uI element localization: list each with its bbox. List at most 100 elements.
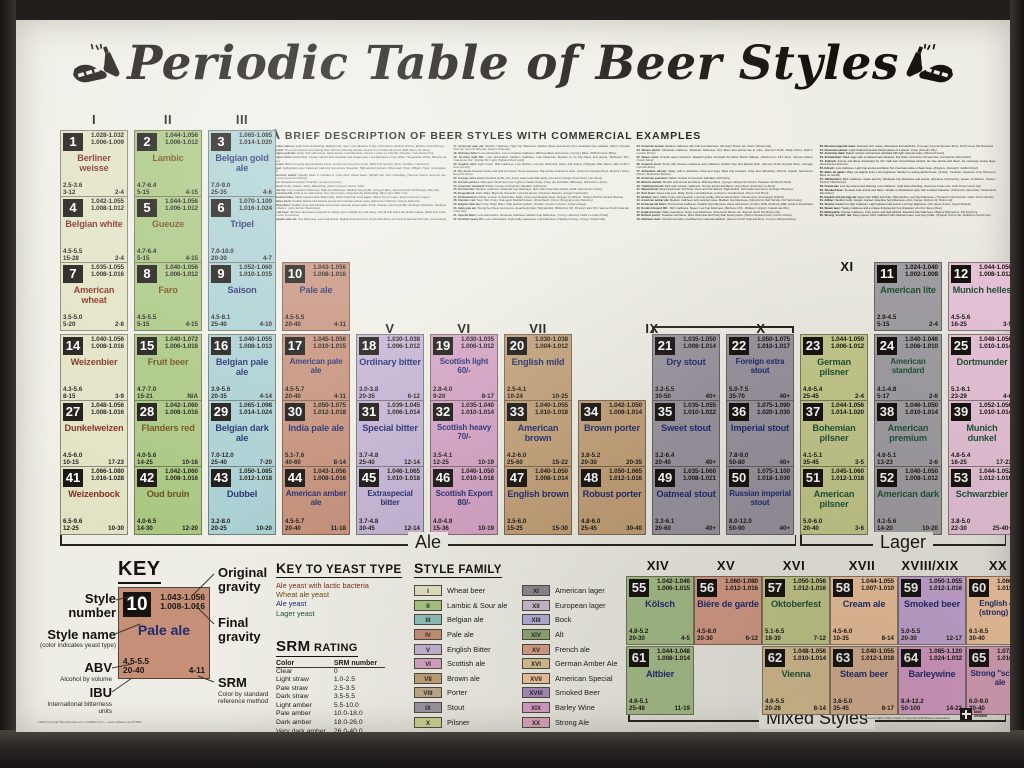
- style-family-row-VII[interactable]: VII Brown ale: [414, 671, 518, 686]
- style-family-row-XII[interactable]: XII European lager: [522, 598, 626, 613]
- element-tile-36[interactable]: 36 1.075-1.090 1.020-1.030 Imperial stout 7.…: [726, 400, 794, 469]
- element-tile-58[interactable]: 58 1.044-1.055 1.007-1.010 Cream ale 4.5-6.0…: [830, 576, 898, 645]
- element-tile-3[interactable]: 3 1.065-1.085 1.014-1.020 Belgian gold ale 7…: [208, 130, 276, 199]
- style-family-row-IV[interactable]: IV Pale ale: [414, 627, 518, 642]
- element-tile-12[interactable]: 12 1.044-1.050 1.008-1.012 Munich helles 4.5…: [948, 262, 1010, 331]
- style-name: American brown: [517, 423, 559, 444]
- element-tile-23[interactable]: 23 1.044-1.050 1.006-1.012 German pilsner 4.…: [800, 334, 868, 403]
- element-tile-56[interactable]: 56 1.060-1.080 1.012-1.016 Biére de garde 4.…: [694, 576, 762, 645]
- element-tile-9[interactable]: 9 1.052-1.060 1.010-1.015 Saison 4.5-8.1 25-4…: [208, 262, 276, 331]
- style-family-row-III[interactable]: III Belgian ale: [414, 613, 518, 628]
- style-family-row-XIX[interactable]: XIX Barley Wine: [522, 700, 626, 715]
- element-tile-34[interactable]: 34 1.042-1.050 1.008-1.014 Brown porter 3.8-…: [578, 400, 646, 469]
- element-tile-33[interactable]: 33 1.040-1.055 1.010-1.018 American brown 4.…: [504, 400, 572, 469]
- abv-value: 4.7-6.4: [137, 248, 157, 256]
- element-tile-50[interactable]: 50 1.075-1.100 1.018-1.030 Russian imperial…: [726, 466, 794, 535]
- element-tile-15[interactable]: 15 1.040-1.072 1.006-1.016 Fruit beer 4.7-7.…: [134, 334, 202, 403]
- element-tile-14[interactable]: 14 1.040-1.056 1.008-1.016 Weizenbier 4.3-5.…: [60, 334, 128, 403]
- element-tile-2[interactable]: 2 1.044-1.056 1.006-1.012 Lambic 4.7-6.4 5-15…: [134, 130, 202, 199]
- element-tile-21[interactable]: 21 1.035-1.050 1.008-1.014 Dry stout 3.2-5.5…: [652, 334, 720, 403]
- style-name: Scottish Export 80/-: [435, 489, 493, 508]
- element-tile-47[interactable]: 47 1.040-1.050 1.008-1.014 English brown 3.5…: [504, 466, 572, 535]
- element-tile-53[interactable]: 53 1.044-1.052 1.012-1.016 Schwarzbier 3.8-5…: [948, 466, 1010, 535]
- style-family-row-II[interactable]: II Lambic & Sour ale: [414, 598, 518, 613]
- style-family-row-I[interactable]: I Wheat beer: [414, 584, 518, 599]
- element-tile-10[interactable]: 10 1.043-1.056 1.008-1.016 Pale ale 4.5-5.5 2…: [282, 262, 350, 331]
- element-tile-20[interactable]: 20 1.030-1.038 1.004-1.012 English mild 2.5-…: [504, 334, 572, 403]
- style-family-row-XX[interactable]: XX Strong Ale: [522, 715, 626, 730]
- element-tile-62[interactable]: 62 1.048-1.056 1.010-1.014 Vienna 4.6-5.5 20-…: [762, 646, 830, 715]
- element-tile-64[interactable]: 64 1.085-1.120 1.024-1.032 Barleywine 8.4-12…: [898, 646, 966, 715]
- element-tile-41[interactable]: 41 1.066-1.080 1.016-1.028 Weizenbock 6.5-9.…: [60, 466, 128, 535]
- style-family-row-XIII[interactable]: XIII Bock: [522, 613, 626, 628]
- style-family-row-V[interactable]: V English Bitter: [414, 642, 518, 657]
- element-tile-5[interactable]: 5 1.044-1.056 1.006-1.012 Gueuze 4.7-6.4 5-15…: [134, 196, 202, 265]
- original-gravity: 1.050-1.056: [792, 578, 826, 585]
- element-tile-28[interactable]: 28 1.042-1.060 1.008-1.016 Flanders red 4.0-…: [134, 400, 202, 469]
- element-tile-17[interactable]: 17 1.045-1.056 1.010-1.015 American pale al…: [282, 334, 350, 403]
- element-tile-30[interactable]: 30 1.050-1.075 1.012-1.018 India pale ale 5.…: [282, 400, 350, 469]
- element-tile-61[interactable]: 61 1.044-1.048 1.008-1.014 Altbier 4.6-5.1 25…: [626, 646, 694, 715]
- element-tile-22[interactable]: 22 1.050-1.075 1.010-1.017 Foreign extra st…: [726, 334, 794, 403]
- element-tile-27[interactable]: 27 1.048-1.056 1.008-1.016 Dunkelweizen 4.5-…: [60, 400, 128, 469]
- style-family-row-XIV[interactable]: XIV Alt: [522, 627, 626, 642]
- element-tile-42[interactable]: 42 1.042-1.060 1.008-1.016 Oud bruin 4.0-6.5…: [134, 466, 202, 535]
- element-tile-38[interactable]: 38 1.046-1.050 1.010-1.014 American premium…: [874, 400, 942, 469]
- element-tile-43[interactable]: 43 1.050-1.085 1.012-1.018 Dubbel 3.2-8.0 20-…: [208, 466, 276, 535]
- style-family-row-VI[interactable]: VI Scottish ale: [414, 656, 518, 671]
- element-tile-59[interactable]: 59 1.050-1.055 1.012-1.016 Smoked beer 5.0-5…: [898, 576, 966, 645]
- element-tile-6[interactable]: 6 1.070-1.100 1.016-1.024 Tripel 7.0-10.0 20-…: [208, 196, 276, 265]
- element-tile-1[interactable]: 1 1.028-1.032 1.006-1.009 Berliner weisse 2.…: [60, 130, 128, 199]
- element-tile-19[interactable]: 19 1.030-1.035 1.006-1.012 Scottish light 6…: [430, 334, 498, 403]
- element-tile-16[interactable]: 16 1.040-1.055 1.008-1.013 Belgian pale ale…: [208, 334, 276, 403]
- element-tile-52[interactable]: 52 1.040-1.050 1.008-1.012 American dark 4.1…: [874, 466, 942, 535]
- ibu-value: 5-15: [137, 188, 150, 196]
- element-tile-63[interactable]: 63 1.040-1.055 1.012-1.018 Steam beer 3.6-5.…: [830, 646, 898, 715]
- element-tile-57[interactable]: 57 1.050-1.056 1.012-1.016 Oktoberfest 5.1-6…: [762, 576, 830, 645]
- srm-col-number: SRM number: [333, 659, 386, 668]
- element-tile-45[interactable]: 45 1.046-1.065 1.010-1.018 Extraspecial bit…: [356, 466, 424, 535]
- element-tile-32[interactable]: 32 1.035-1.040 1.010-1.014 Scottish heavy 7…: [430, 400, 498, 469]
- style-family-title: STYLE FAMILY: [414, 560, 502, 578]
- element-tile-7[interactable]: 7 1.035-1.055 1.008-1.016 American wheat 3.5…: [60, 262, 128, 331]
- ibu-value: 10-15: [63, 458, 79, 466]
- element-tile-31[interactable]: 31 1.039-1.045 1.006-1.014 Special bitter 3.…: [356, 400, 424, 469]
- original-gravity: 1.044-1.050: [830, 336, 864, 343]
- abv-value: 4.1-4.8: [877, 386, 897, 394]
- element-tile-44[interactable]: 44 1.043-1.056 1.008-1.016 American amber a…: [282, 466, 350, 535]
- style-number: 63: [833, 649, 853, 667]
- element-tile-35[interactable]: 35 1.035-1.055 1.010-1.022 Sweet stout 3.2-6…: [652, 400, 720, 469]
- style-name: American pilsner: [813, 489, 855, 510]
- element-tile-8[interactable]: 8 1.040-1.056 1.006-1.012 Faro 4.5-5.5 5-15 4-…: [134, 262, 202, 331]
- original-gravity: 1.052-1.060: [238, 264, 272, 271]
- element-tile-4[interactable]: 4 1.042-1.055 1.008-1.012 Belgian white 4.5-…: [60, 196, 128, 265]
- style-family-row-XVIII[interactable]: XVIII Smoked Beer: [522, 686, 626, 701]
- style-family-row-XI[interactable]: XI American lager: [522, 584, 626, 599]
- element-tile-46[interactable]: 46 1.040-1.050 1.010-1.018 Scottish Export …: [430, 466, 498, 535]
- style-family-row-VIII[interactable]: VIII Porter: [414, 686, 518, 701]
- element-tile-11[interactable]: 11 1.024-1.040 1.002-1.008 American lite 2.9…: [874, 262, 942, 331]
- element-tile-24[interactable]: 24 1.040-1.046 1.006-1.010 American standar…: [874, 334, 942, 403]
- element-tile-49[interactable]: 49 1.035-1.060 1.008-1.021 Oatmeal stout 3.3…: [652, 466, 720, 535]
- element-tile-39[interactable]: 39 1.052-1.056 1.010-1.014 Munich dunkel 4.8…: [948, 400, 1010, 469]
- style-family-row-XVII[interactable]: XVII American Special: [522, 671, 626, 686]
- original-gravity: 1.040-1.046: [904, 336, 938, 343]
- element-tile-51[interactable]: 51 1.045-1.060 1.012-1.018 American pilsner…: [800, 466, 868, 535]
- style-family-row-IX[interactable]: IX Stout: [414, 700, 518, 715]
- style-family-row-X[interactable]: X Pilsner: [414, 715, 518, 730]
- style-family-row-XVI[interactable]: XVI German Amber Ale: [522, 656, 626, 671]
- element-tile-37[interactable]: 37 1.044-1.056 1.014-1.020 Bohemian pilsner…: [800, 400, 868, 469]
- element-tile-25[interactable]: 25 1.048-1.056 1.010-1.014 Dortmunder 5.1-6.…: [948, 334, 1010, 403]
- element-tile-29[interactable]: 29 1.065-1.098 1.014-1.024 Belgian dark ale…: [208, 400, 276, 469]
- srm-rating-panel: SRM RATING Color SRM number Clear 0 Light …: [276, 638, 416, 732]
- srm-value: 10-19: [478, 458, 494, 466]
- ibu-value: 16-25: [951, 458, 967, 466]
- group-numeral-V: V: [385, 321, 395, 336]
- element-tile-18[interactable]: 18 1.030-1.038 1.006-1.012 Ordinary bitter 3…: [356, 334, 424, 403]
- family-label: Scottish ale: [447, 659, 486, 669]
- element-tile-55[interactable]: 55 1.042-1.046 1.006-1.015 Kölsch 4.8-5.2 20-…: [626, 576, 694, 645]
- style-family-row-XV[interactable]: XV French ale: [522, 642, 626, 657]
- element-tile-48[interactable]: 48 1.050-1.065 1.012-1.016 Robust porter 4.8…: [578, 466, 646, 535]
